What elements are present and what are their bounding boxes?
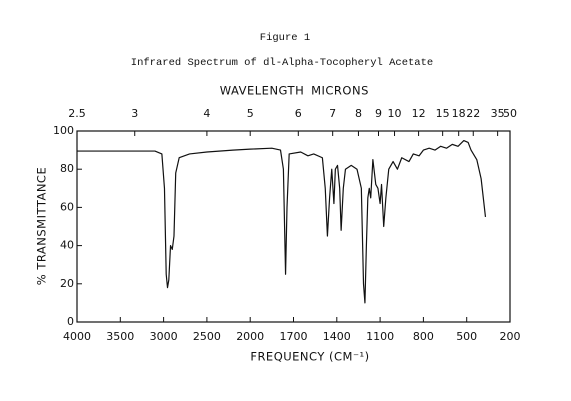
spectrum-line xyxy=(77,139,487,304)
chart-title: Figure 1 xyxy=(260,32,310,44)
x2-tick-label: 3 xyxy=(131,107,138,120)
x2-axis-label: MICRONS xyxy=(311,84,369,98)
x2-tick-label: 9 xyxy=(375,107,382,120)
x-tick-label: 1700 xyxy=(280,330,308,343)
x2-tick-label: 5 xyxy=(247,107,254,120)
x2-tick-label: 7 xyxy=(329,107,336,120)
x-tick-label: 2000 xyxy=(236,330,264,343)
x2-tick-label: 8 xyxy=(355,107,362,120)
y-tick-label: 100 xyxy=(53,124,74,137)
x2-tick-label: 22 xyxy=(466,107,480,120)
x-tick-label: 1400 xyxy=(323,330,351,343)
x2-tick-label: 2.5 xyxy=(68,107,86,120)
x-tick-label: 1100 xyxy=(366,330,394,343)
y-tick-label: 20 xyxy=(60,277,74,290)
x-tick-label: 4000 xyxy=(63,330,91,343)
x2-axis-label: WAVELENGTH xyxy=(220,84,304,98)
plot-frame xyxy=(76,130,511,323)
x2-tick-label: 4 xyxy=(203,107,210,120)
x2-tick-label: 18 xyxy=(452,107,466,120)
x-tick-label: 200 xyxy=(500,330,521,343)
y-axis-label: % TRANSMITTANCE xyxy=(35,167,49,285)
y-tick-label: 80 xyxy=(60,162,74,175)
x2-tick-label: 35 xyxy=(491,107,505,120)
x2-tick-label: 12 xyxy=(412,107,426,120)
y-tick-label: 60 xyxy=(60,200,74,213)
x2-tick-label: 6 xyxy=(295,107,302,120)
x-tick-label: 800 xyxy=(413,330,434,343)
x-tick-label: 3500 xyxy=(106,330,134,343)
y-tick-label: 40 xyxy=(60,239,74,252)
x2-tick-label: 15 xyxy=(436,107,450,120)
y-tick-label: 0 xyxy=(67,315,74,328)
chart-subtitle: Infrared Spectrum of dl-Alpha-Tocopheryl… xyxy=(131,57,433,69)
x-axis-label: FREQUENCY (CM⁻¹) xyxy=(250,350,369,364)
x-tick-label: 2500 xyxy=(193,330,221,343)
x2-tick-label: 50 xyxy=(503,107,517,120)
x-tick-label: 500 xyxy=(456,330,477,343)
x-tick-label: 3000 xyxy=(150,330,178,343)
x2-tick-label: 10 xyxy=(388,107,402,120)
